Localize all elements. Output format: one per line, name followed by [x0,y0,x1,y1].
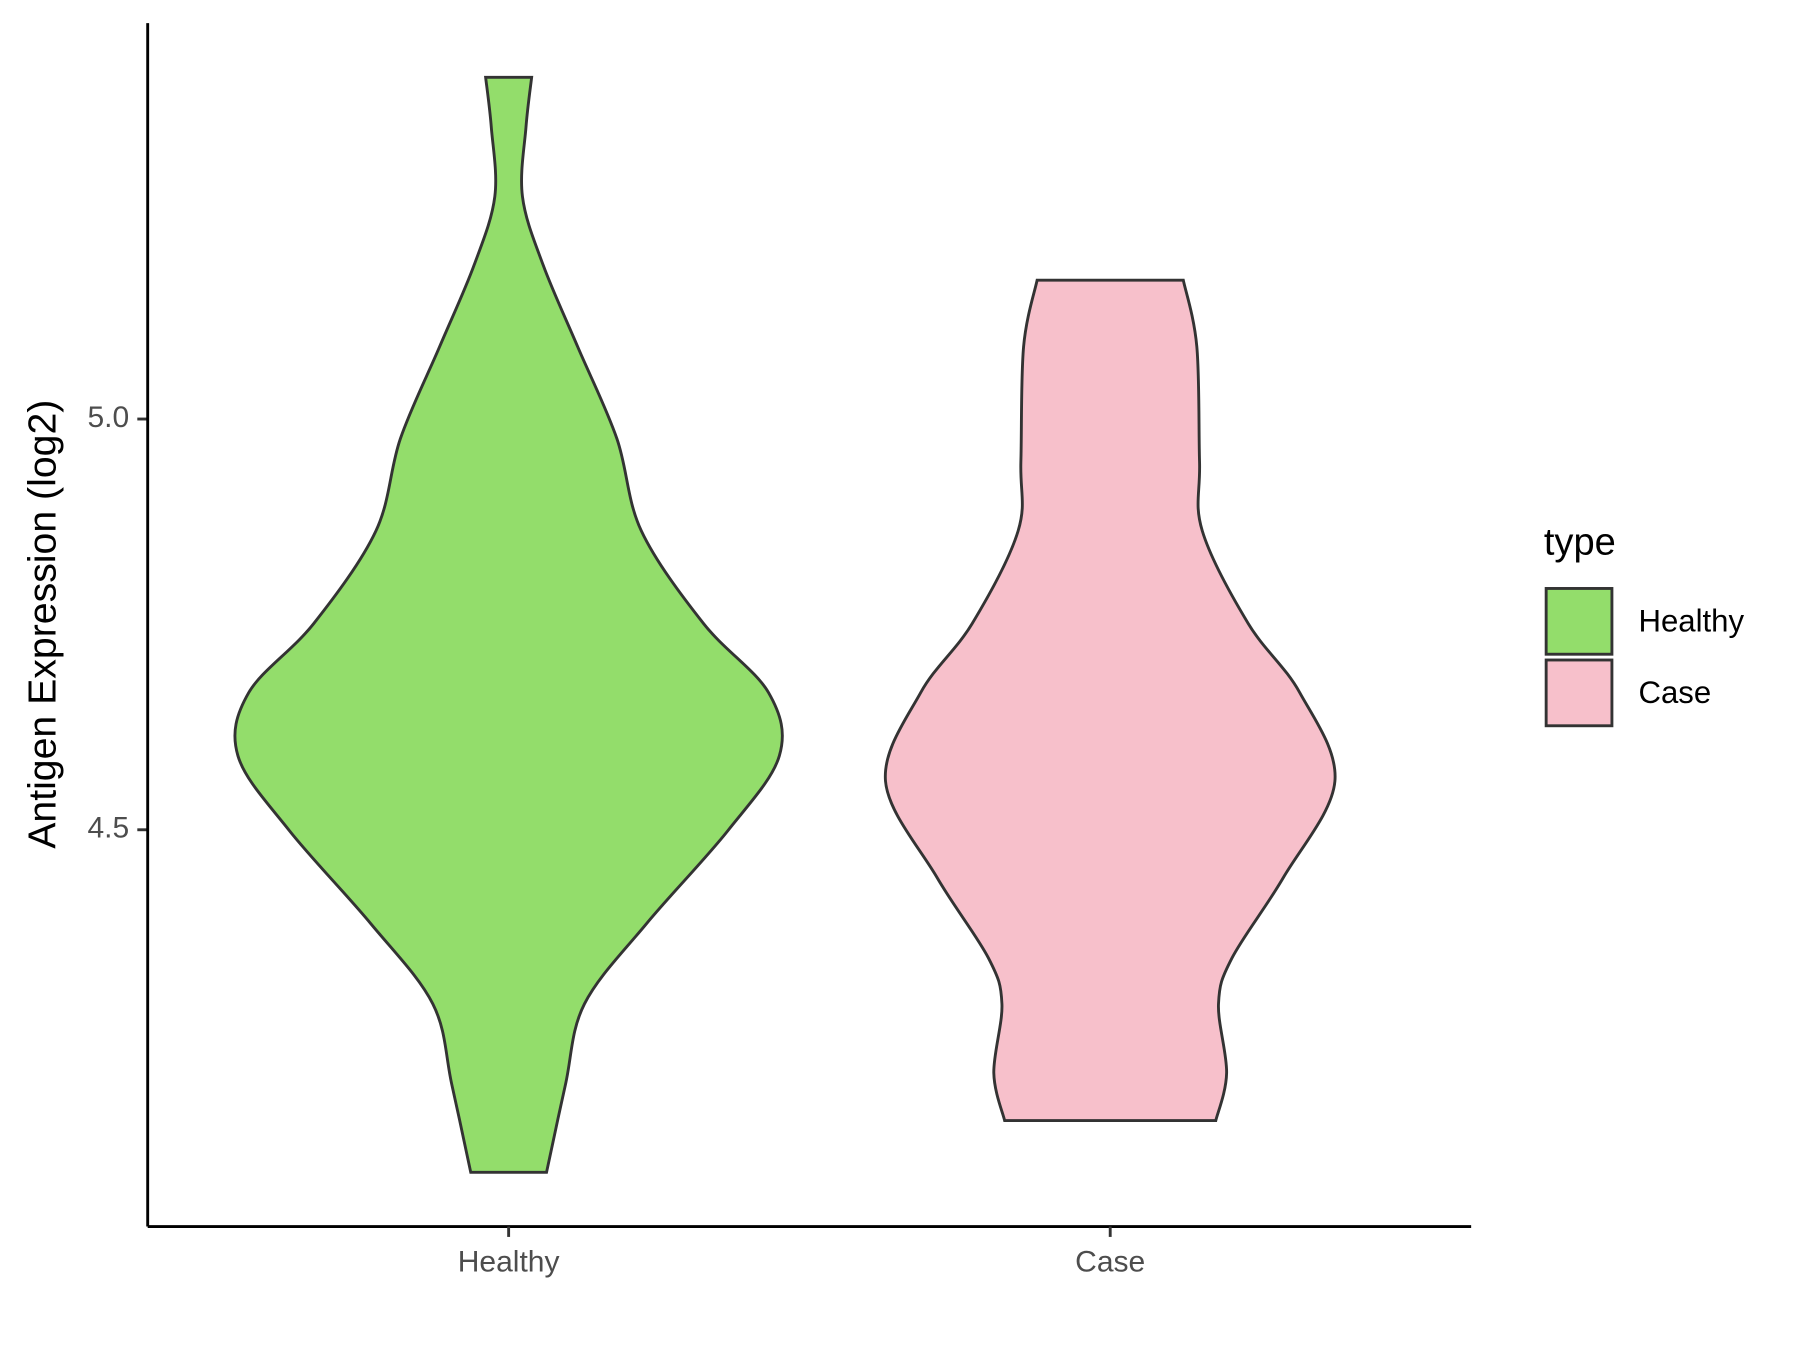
y-axis-title: Antigen Expression (log2) [20,400,64,849]
legend-key [1544,587,1614,656]
x-tick-label: Case [1075,1245,1145,1278]
y-tick-label: 5.0 [88,401,130,434]
violin [233,75,784,1174]
y-tick-label: 4.5 [88,812,130,845]
legend-label: Case [1638,675,1711,710]
legend-key [1544,658,1614,728]
legend-title: type [1544,522,1616,564]
x-tick-label: Healthy [458,1245,560,1278]
legend-label: Healthy [1638,603,1744,638]
violin [883,278,1337,1123]
